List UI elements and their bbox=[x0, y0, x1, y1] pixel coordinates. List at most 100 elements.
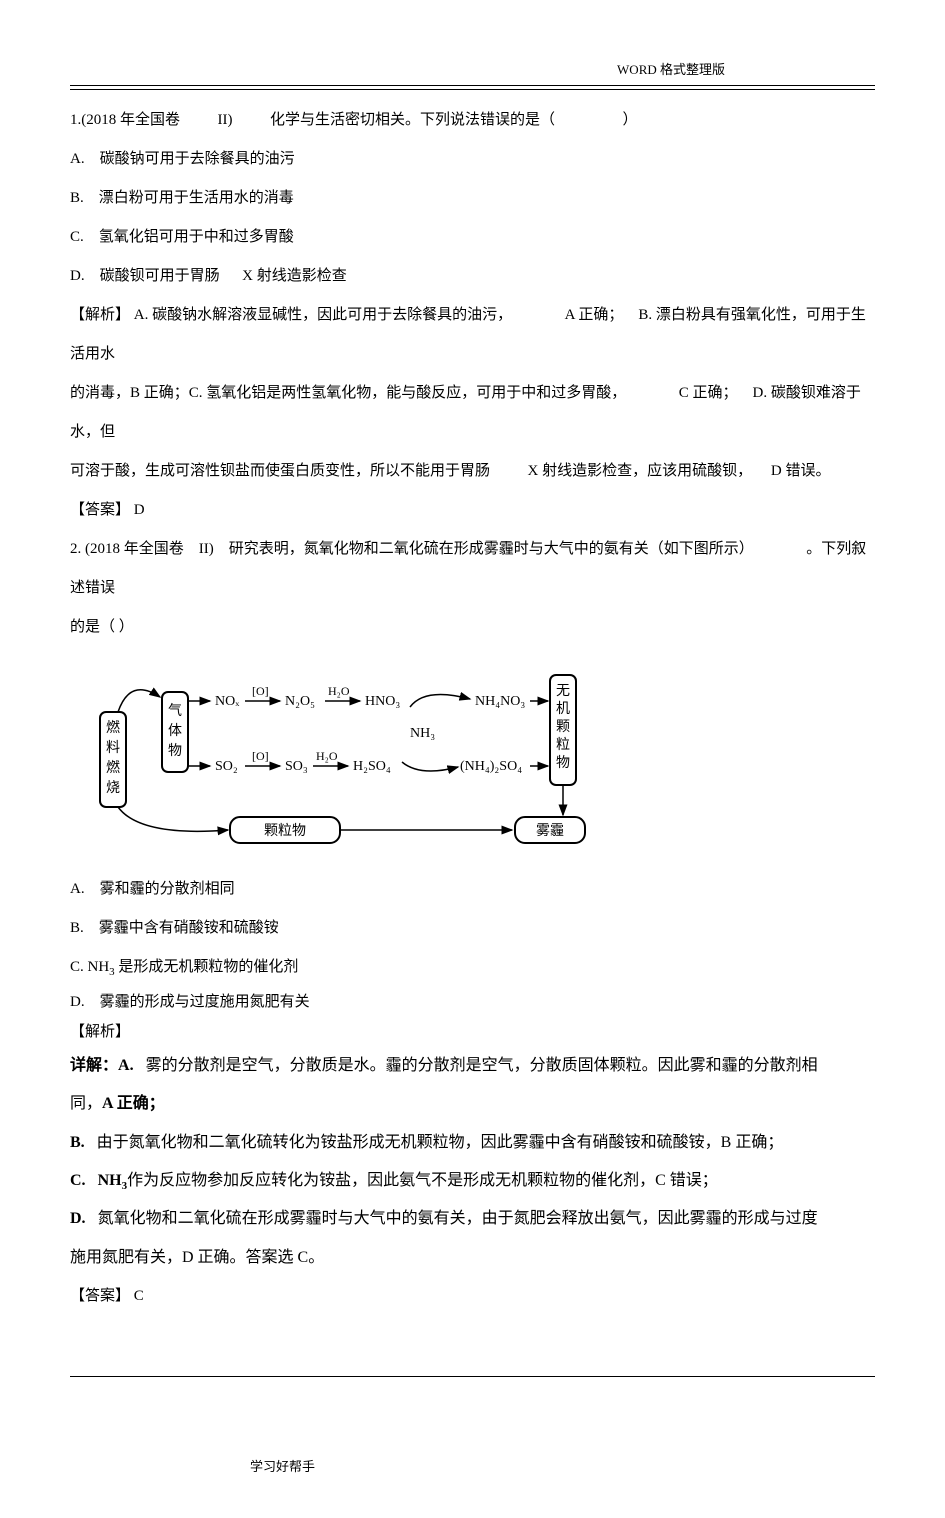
q2-explain-B-label: B. bbox=[70, 1134, 85, 1151]
q2-answer: 【答案】 C bbox=[70, 1277, 875, 1316]
svg-text:机: 机 bbox=[556, 701, 570, 717]
svg-text:燃: 燃 bbox=[106, 759, 120, 776]
q2-stem: 2. (2018 年全国卷 II) 研究表明，氮氧化物和二氧化硫在形成雾霾时与大… bbox=[70, 530, 875, 608]
q1-stem: 1.(2018 年全国卷 II) 化学与生活密切相关。下列说法错误的是（ ） bbox=[70, 101, 875, 140]
q2-explain-body: 详解：A. 雾的分散剂是空气，分散质是水。霾的分散剂是空气，分散质固体颗粒。因此… bbox=[70, 1047, 875, 1277]
q2-answer-value: C bbox=[134, 1288, 144, 1304]
q2-explain-B-text: 由于氮氧化物和二氧化硫转化为铵盐形成无机颗粒物，因此雾霾中含有硝酸铵和硫酸铵，B… bbox=[97, 1134, 784, 1151]
q2-stem-line2-text: 的是（ ） bbox=[70, 619, 134, 635]
q1-explain-1: A. 碳酸钠水解溶液显碱性，因此可用于去除餐具的油污， bbox=[134, 307, 512, 323]
q2-option-d: D. 雾霾的形成与过度施用氮肥有关 bbox=[70, 987, 875, 1017]
q2-option-b: B. 雾霾中含有硝酸铵和硫酸铵 bbox=[70, 909, 875, 948]
q2-explain-D-1: 氮氧化物和二氧化硫在形成雾霾时与大气中的氨有关，由于氮肥会释放出氨气，因此雾霾的… bbox=[98, 1210, 818, 1227]
q2-option-a: A. 雾和霾的分散剂相同 bbox=[70, 870, 875, 909]
q1-option-d: D. 碳酸钡可用于胃肠 X 射线造影检查 bbox=[70, 257, 875, 296]
q1-optC-label: C. bbox=[70, 229, 84, 245]
q2-explain-A-label: A. bbox=[118, 1057, 134, 1074]
q1-optC-text: 氢氧化铝可用于中和过多胃酸 bbox=[99, 229, 294, 245]
q1-optB-label: B. bbox=[70, 190, 84, 206]
q2-explain-A-1: 雾的分散剂是空气，分散质是水。霾的分散剂是空气，分散质固体颗粒。因此雾和霾的分散… bbox=[146, 1057, 818, 1074]
q1-stem-body: 化学与生活密切相关。下列说法错误的是（ bbox=[270, 112, 555, 128]
svg-text:粒: 粒 bbox=[556, 737, 570, 753]
svg-text:气: 气 bbox=[168, 703, 182, 719]
q2-stem-prefix: 2. (2018 年全国卷 bbox=[70, 541, 184, 557]
header-rule-2 bbox=[70, 89, 875, 90]
q2-explain-C-2: 作为反应物参加反应转化为铵盐，因此氨气不是形成无机颗粒物的催化剂，C 错误； bbox=[127, 1172, 718, 1189]
svg-text:NOₓ: NOₓ bbox=[215, 694, 240, 709]
q2-stem-roman: II) bbox=[199, 541, 214, 557]
q1-answer-value: D bbox=[134, 502, 145, 518]
q2-stem-body: 研究表明，氮氧化物和二氧化硫在形成雾霾时与大气中的氨有关（如下图所示） bbox=[229, 541, 754, 557]
q1-optD-label: D. bbox=[70, 268, 85, 284]
q2-option-c: C. NH3 是形成无机颗粒物的催化剂 bbox=[70, 948, 875, 987]
q1-answer: 【答案】 D bbox=[70, 491, 875, 530]
svg-text:H₂SO₄: H₂SO₄ bbox=[353, 759, 391, 774]
q2-explain-c: C. NH3作为反应物参加反应转化为铵盐，因此氨气不是形成无机颗粒物的催化剂，C… bbox=[70, 1162, 875, 1200]
footer-text: 学习好帮手 bbox=[250, 1459, 315, 1474]
q2-explain-b: B. 由于氮氧化物和二氧化硫转化为铵盐形成无机颗粒物，因此雾霾中含有硝酸铵和硫酸… bbox=[70, 1124, 875, 1162]
svg-text:SO₃: SO₃ bbox=[285, 759, 308, 774]
q2-explain-a-line1: 详解：A. 雾的分散剂是空气，分散质是水。霾的分散剂是空气，分散质固体颗粒。因此… bbox=[70, 1047, 875, 1085]
svg-text:物: 物 bbox=[168, 743, 182, 759]
q2-optA-label: A. bbox=[70, 881, 85, 897]
svg-text:颗粒物: 颗粒物 bbox=[264, 823, 306, 839]
q2-explain-a-line2: 同，A 正确； bbox=[70, 1085, 875, 1123]
page-header: WORD 格式整理版 bbox=[70, 60, 875, 81]
svg-text:无: 无 bbox=[556, 684, 570, 699]
svg-text:[O]: [O] bbox=[252, 684, 269, 698]
q2-explain-label-line: 【解析】 bbox=[70, 1017, 875, 1047]
q1-explain-line2: 的消毒，B 正确；C. 氢氧化铝是两性氢氧化物，能与酸反应，可用于中和过多胃酸，… bbox=[70, 374, 875, 452]
svg-text:SO₂: SO₂ bbox=[215, 759, 238, 774]
q2-answer-label: 【答案】 bbox=[70, 1288, 130, 1304]
q2-explain-A-2: 同， bbox=[70, 1095, 102, 1112]
q1-stem-roman: II) bbox=[218, 112, 233, 128]
q2-optC-tail: 是形成无机颗粒物的催化剂 bbox=[118, 959, 298, 975]
q1-explain-7: 可溶于酸，生成可溶性钡盐而使蛋白质变性，所以不能用于胃肠 bbox=[70, 463, 490, 479]
q1-explain-4: 的消毒，B 正确；C. 氢氧化铝是两性氢氧化物，能与酸反应，可用于中和过多胃酸， bbox=[70, 385, 626, 401]
svg-text:HNO₃: HNO₃ bbox=[365, 694, 400, 709]
q2-optB-label: B. bbox=[70, 920, 84, 936]
q1-explain-8: X 射线造影检查，应该用硫酸钡， bbox=[528, 463, 753, 479]
diagram-svg: 燃 料 燃 烧 气 体 物 无 机 颗 粒 物 颗粒物 雾霾 bbox=[80, 657, 620, 852]
q1-explain-line3: 可溶于酸，生成可溶性钡盐而使蛋白质变性，所以不能用于胃肠 X 射线造影检查，应该… bbox=[70, 452, 875, 491]
page-footer: 学习好帮手 bbox=[70, 1316, 875, 1478]
q2-optC-label: C. NH bbox=[70, 959, 109, 975]
header-rule-1 bbox=[70, 85, 875, 86]
q1-answer-label: 【答案】 bbox=[70, 502, 130, 518]
q1-optB-text: 漂白粉可用于生活用水的消毒 bbox=[99, 190, 294, 206]
svg-text:NH₃: NH₃ bbox=[410, 726, 435, 741]
q1-explain-2: A 正确； bbox=[565, 307, 624, 323]
q1-option-a: A. 碳酸钠可用于去除餐具的油污 bbox=[70, 140, 875, 179]
svg-text:H₂O: H₂O bbox=[316, 749, 338, 763]
q2-explain-d-line1: D. 氮氧化物和二氧化硫在形成雾霾时与大气中的氨有关，由于氮肥会释放出氨气，因此… bbox=[70, 1200, 875, 1238]
header-text: WORD 格式整理版 bbox=[617, 62, 725, 77]
q1-optD-text1: 碳酸钡可用于胃肠 bbox=[100, 268, 220, 284]
q1-explain-9: D 错误。 bbox=[771, 463, 831, 479]
q1-optA-label: A. bbox=[70, 151, 85, 167]
svg-text:物: 物 bbox=[556, 755, 570, 771]
q2-optD-text: 雾霾的形成与过度施用氮肥有关 bbox=[100, 994, 310, 1010]
q1-option-b: B. 漂白粉可用于生活用水的消毒 bbox=[70, 179, 875, 218]
node-fuel-1: 燃 bbox=[106, 719, 120, 736]
svg-text:(NH₄)₂SO₄: (NH₄)₂SO₄ bbox=[460, 759, 522, 774]
reaction-diagram: 燃 料 燃 烧 气 体 物 无 机 颗 粒 物 颗粒物 雾霾 bbox=[80, 657, 875, 860]
q1-stem-prefix: 1.(2018 年全国卷 bbox=[70, 112, 180, 128]
q2-optD-label: D. bbox=[70, 994, 85, 1010]
q2-explain-d-line2: 施用氮肥有关，D 正确。答案选 C。 bbox=[70, 1239, 875, 1277]
svg-text:H₂O: H₂O bbox=[328, 684, 350, 698]
q2-optC-sub: 3 bbox=[109, 966, 115, 978]
q2-optA-text: 雾和霾的分散剂相同 bbox=[100, 881, 235, 897]
q1-explain-5: C 正确； bbox=[679, 385, 738, 401]
svg-text:雾霾: 雾霾 bbox=[536, 823, 564, 839]
q1-explain-label: 【解析】 bbox=[70, 307, 130, 323]
q2-explain-C-label: C. bbox=[70, 1172, 86, 1189]
q2-stem-line2: 的是（ ） bbox=[70, 608, 875, 647]
q2-explain-label: 【解析】 bbox=[70, 1024, 130, 1040]
q2-explain-D-2: 施用氮肥有关，D 正确。答案选 C。 bbox=[70, 1249, 324, 1266]
q1-stem-close: ） bbox=[623, 112, 638, 128]
content-area: 1.(2018 年全国卷 II) 化学与生活密切相关。下列说法错误的是（ ） A… bbox=[70, 93, 875, 1316]
svg-text:[O]: [O] bbox=[252, 749, 269, 763]
svg-text:烧: 烧 bbox=[106, 780, 120, 796]
q2-optB-text: 雾霾中含有硝酸铵和硫酸铵 bbox=[99, 920, 279, 936]
q2-explain-detail-label: 详解： bbox=[70, 1057, 118, 1074]
